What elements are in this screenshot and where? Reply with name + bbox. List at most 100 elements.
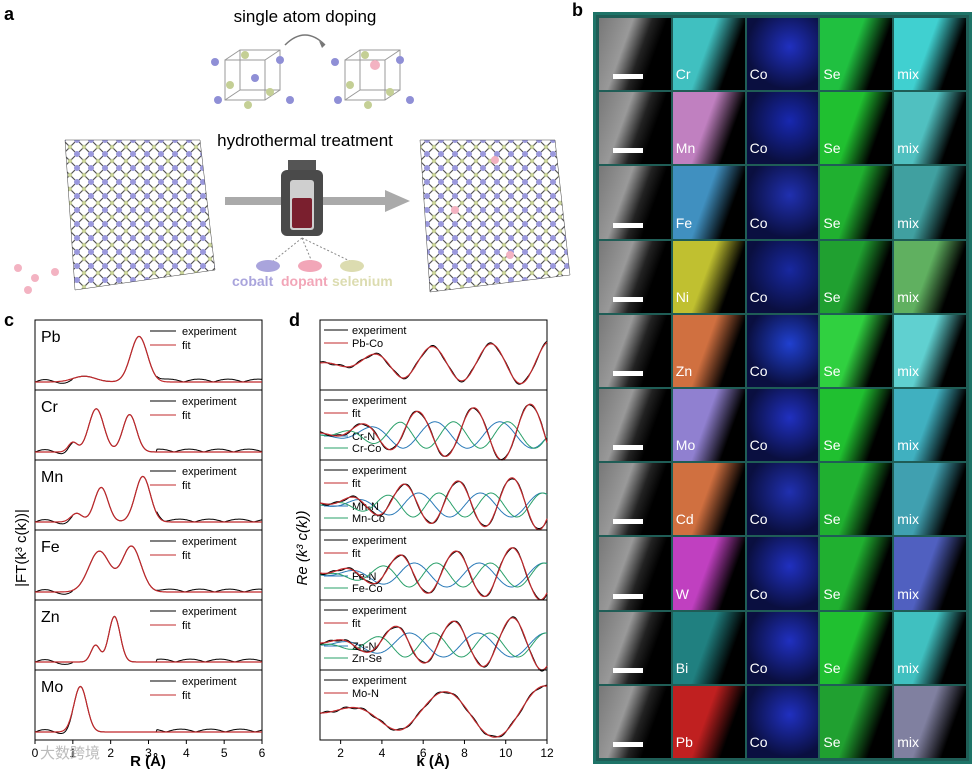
map-label: Se [823,585,841,602]
map-label: Co [749,437,768,454]
legend-experiment: experiment [182,536,236,548]
eds-map-mix: mix [894,388,966,462]
haadf-image [599,18,671,91]
subplot-element-label: Mo [41,679,63,696]
map-label: Mn [675,140,696,157]
legend-cobalt: cobalt [232,273,274,289]
legend-component: Fe-Co [352,583,383,595]
legend-fit: Mo-N [352,688,379,700]
selenium-powder [340,260,364,272]
eds-map-co: Co [746,463,819,536]
scale-bar [613,445,643,451]
x-tick-label: 4 [183,746,190,760]
free-dopant-atoms [14,264,59,294]
subplot-element-label: Pb [41,329,61,346]
map-label: Fe [675,214,693,231]
map-label: mix [897,511,919,528]
experiment-line [34,475,263,525]
legend-fit: fit [182,410,191,422]
map-label: Se [823,511,841,528]
map-label: mix [897,585,919,602]
eds-map-dopant: Pb [672,685,745,758]
map-label: Se [823,437,841,454]
map-label: Se [823,140,841,157]
eds-map-dopant: Mn [672,92,745,165]
legend-dopant: dopant [281,273,328,289]
experiment-line [34,685,263,734]
eds-map-dopant: Fe [672,166,745,239]
panel-c: c |FT(k³ c(k))| R (Å) Pb experiment fit Cr e… [4,310,266,770]
eds-map-dopant: Ni [672,240,745,313]
fit-line [319,547,548,601]
eds-map-dopant: W [672,537,745,610]
eds-map-mix: mix [894,685,966,758]
legend-experiment: experiment [352,605,406,617]
scale-bar [613,741,643,747]
legend-experiment: experiment [182,326,236,338]
eds-map-mix: mix [894,240,966,313]
eds-map-se: Se [820,463,893,536]
scale-bar [613,593,643,599]
eds-map-se: Se [820,388,893,462]
eds-map-co: Co [746,92,819,165]
map-label: Se [823,362,841,379]
haadf-image [599,388,671,462]
scale-bar [613,148,643,154]
eds-map-se: Se [820,314,893,387]
eds-map-co: Co [746,166,819,239]
component-line [319,421,548,449]
map-label: Se [823,214,841,231]
doping-arrow [284,34,326,46]
x-axis-label-d: k (Å) [416,753,449,770]
x-axis-label-c: R (Å) [130,753,166,770]
legend-experiment: experiment [182,606,236,618]
eds-map-dopant: Cd [672,463,745,536]
haadf-image [599,463,671,536]
map-label: mix [897,288,919,305]
legend-experiment: experiment [182,676,236,688]
fit-line [35,475,262,523]
legend-component: Zn-Se [352,653,382,665]
eds-map-mix: mix [894,18,966,91]
haadf-image [599,314,671,387]
panel-b-eds-grid: Cr Co Se mix Mn Co Se mix Fe Co Se mix Ni Co Se mix Zn Co… [593,12,972,764]
map-label: Co [749,362,768,379]
eds-map-mix: mix [894,537,966,610]
legend-experiment: experiment [182,466,236,478]
legend-fit: fit [352,548,361,560]
legend-fit: fit [352,618,361,630]
eds-map-mix: mix [894,166,966,239]
map-label: Se [823,288,841,305]
subplot-frame [319,669,548,741]
x-tick-label: 1 [69,746,76,760]
fit-line [35,335,262,383]
legend-fit: fit [182,550,191,562]
autoclave-icon [281,160,323,236]
x-tick-label: 5 [221,746,228,760]
subplot-element-label: Zn [41,609,60,626]
legend-experiment: experiment [352,465,406,477]
dotted-line [301,237,353,263]
x-tick-label: 6 [420,746,427,760]
unit-cell-left-atoms [211,51,294,109]
scale-bar [613,667,643,673]
watermark: 大数跨境 [40,745,101,762]
legend-fit: fit [182,340,191,352]
x-tick-label: 10 [499,746,513,760]
eds-map-co: Co [746,18,819,91]
map-label: mix [897,66,919,83]
component-line [320,632,548,658]
eds-map-se: Se [820,537,893,610]
dopant-site [506,251,514,259]
unit-cell-left [224,49,281,101]
eds-map-se: Se [820,685,893,758]
legend-fit: fit [182,480,191,492]
map-label: Ni [675,288,690,305]
eds-map-dopant: Mo [672,388,745,462]
panel-label-a: a [4,4,15,24]
lattice-pristine [64,139,216,291]
map-label: Co [749,66,768,83]
map-label: W [675,585,690,602]
eds-map-se: Se [820,240,893,313]
eds-map-se: Se [820,92,893,165]
